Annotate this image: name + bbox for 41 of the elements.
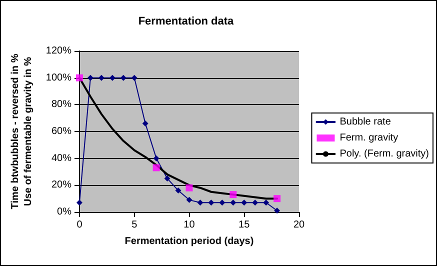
point <box>241 200 248 206</box>
y-tick-label: 120% <box>46 46 72 56</box>
point <box>274 195 281 202</box>
point <box>252 200 258 206</box>
x-tick-label: 5 <box>132 220 138 230</box>
y-tick-label: 0% <box>57 206 72 218</box>
point <box>186 184 193 192</box>
point <box>175 188 182 194</box>
x-axis-title: Fermentation period (days) <box>124 236 254 247</box>
point <box>142 120 148 126</box>
point <box>76 200 82 206</box>
point <box>98 74 104 81</box>
point <box>131 74 138 81</box>
legend-label: Ferm. gravity <box>340 132 398 144</box>
y-tick-label: 20% <box>51 180 72 191</box>
x-tick-label: 10 <box>184 220 196 230</box>
point <box>186 196 192 203</box>
x-tick-label: 15 <box>238 220 250 230</box>
y-tick-label: 40% <box>51 152 72 164</box>
point <box>230 191 237 198</box>
point <box>120 74 126 81</box>
point <box>208 200 214 206</box>
chart-title: Fermentation data <box>138 16 235 28</box>
point <box>274 208 280 214</box>
y-tick-label: 100% <box>46 72 72 84</box>
y-tick-label: 60% <box>51 126 72 137</box>
point <box>263 200 270 206</box>
point <box>164 175 170 182</box>
x-tick-label: 20 <box>293 220 305 230</box>
y-tick-label: 80% <box>51 99 72 110</box>
point <box>153 155 160 162</box>
point <box>152 164 160 172</box>
legend-label: Bubble rate <box>340 116 392 128</box>
x-tick-label: 0 <box>76 220 83 230</box>
point <box>197 200 204 206</box>
y-axis-title: Time btwbubbles - reversed in % Use of fermentable gravity in % <box>10 54 34 210</box>
point <box>230 200 236 206</box>
point <box>219 200 226 206</box>
point <box>109 74 116 81</box>
legend-label: Poly. (Ferm. gravity) <box>340 148 430 160</box>
point <box>87 74 94 81</box>
